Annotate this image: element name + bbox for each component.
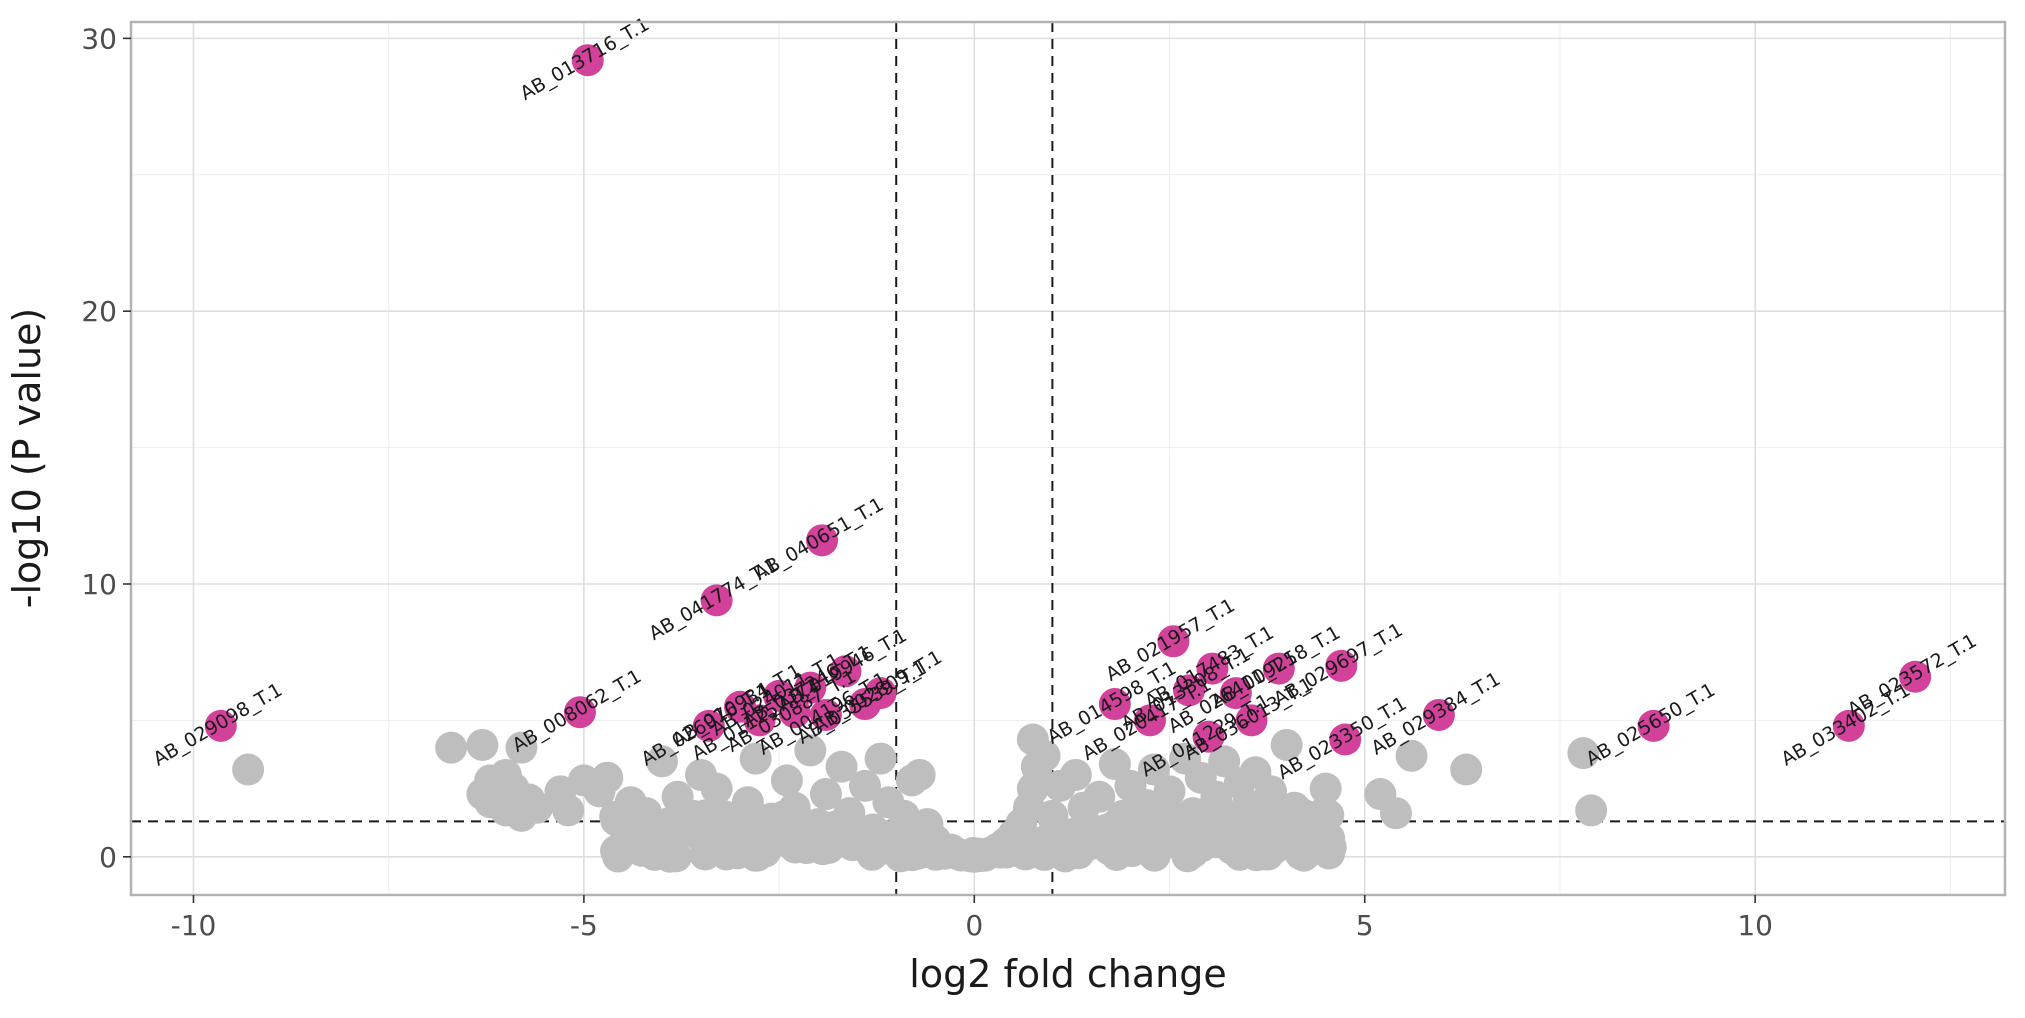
point-not-significant: [794, 734, 827, 767]
point-significant: [692, 709, 725, 742]
x-axis: -10 -5 0 5 10: [171, 895, 1773, 942]
x-tick-label: -10: [171, 909, 217, 942]
point-significant: [1329, 723, 1362, 756]
point-significant: [1098, 688, 1131, 721]
point-not-significant: [700, 772, 733, 805]
x-tick-label: -5: [570, 909, 598, 942]
gene-label: AB_013716_T.1: [516, 13, 653, 105]
x-tick-label: 0: [965, 909, 983, 942]
point-not-significant: [630, 797, 663, 830]
point-not-significant: [864, 742, 897, 775]
point-significant: [806, 524, 839, 557]
point-not-significant: [645, 745, 678, 778]
point-significant: [1899, 660, 1932, 693]
point-not-significant: [1028, 739, 1061, 772]
gene-label: AB_023572_T.1: [1844, 630, 1981, 722]
point-not-significant: [809, 778, 842, 811]
point-not-significant: [724, 818, 757, 851]
point-significant: [794, 671, 827, 704]
point-not-significant: [1450, 753, 1483, 786]
y-tick-label: 10: [81, 568, 117, 601]
x-tick-label: 5: [1356, 909, 1374, 942]
y-tick-label: 30: [81, 22, 117, 55]
point-not-significant: [903, 758, 936, 791]
point-significant: [778, 696, 811, 729]
point-not-significant: [505, 799, 538, 832]
point-not-significant: [1083, 780, 1116, 813]
point-significant: [1173, 674, 1206, 707]
point-significant: [1157, 625, 1190, 658]
significant-points: [204, 44, 1932, 756]
point-significant: [1196, 652, 1229, 685]
point-significant: [1422, 698, 1455, 731]
point-not-significant: [1270, 728, 1303, 761]
point-significant: [1262, 652, 1295, 685]
gene-label: AB_029098_T.1: [149, 679, 286, 771]
point-not-significant: [731, 786, 764, 819]
y-axis-title: -log10 (P value): [5, 308, 49, 609]
point-not-significant: [825, 750, 858, 783]
point-not-significant: [435, 731, 468, 764]
point-not-significant: [1153, 775, 1186, 808]
point-significant: [563, 696, 596, 729]
point-significant: [1637, 709, 1670, 742]
point-not-significant: [591, 761, 624, 794]
point-not-significant: [677, 799, 710, 832]
point-not-significant: [1312, 831, 1345, 864]
point-significant: [1325, 649, 1358, 682]
point-not-significant: [505, 731, 538, 764]
point-significant: [204, 709, 237, 742]
point-not-significant: [552, 794, 585, 827]
point-not-significant: [1262, 821, 1295, 854]
point-significant: [700, 584, 733, 617]
point-not-significant: [629, 830, 662, 863]
y-axis: 0 10 20 30: [81, 22, 131, 874]
point-not-significant: [1575, 794, 1608, 827]
x-axis-title: log2 fold change: [909, 952, 1226, 996]
point-not-significant: [1255, 775, 1288, 808]
point-not-significant: [1567, 737, 1600, 770]
point-not-significant: [653, 813, 686, 846]
point-not-significant: [739, 742, 772, 775]
non-significant-points: [232, 723, 1608, 873]
point-significant: [829, 655, 862, 688]
point-significant: [743, 704, 776, 737]
point-not-significant: [778, 791, 811, 824]
point-not-significant: [1379, 797, 1412, 830]
point-not-significant: [466, 728, 499, 761]
point-not-significant: [1122, 821, 1155, 854]
gene-label: AB_008062_T.1: [509, 665, 646, 757]
point-significant: [1219, 677, 1252, 710]
y-tick-label: 0: [99, 841, 117, 874]
point-not-significant: [848, 769, 881, 802]
point-not-significant: [600, 835, 633, 868]
point-significant: [1832, 709, 1865, 742]
y-tick-label: 20: [81, 295, 117, 328]
point-significant: [1235, 704, 1268, 737]
point-significant: [1133, 704, 1166, 737]
point-not-significant: [770, 764, 803, 797]
x-tick-label: 10: [1737, 909, 1773, 942]
point-significant: [864, 677, 897, 710]
gene-labels: AB_013716_T.1AB_040651_T.1AB_041774_T.1A…: [149, 13, 1980, 784]
point-significant: [1192, 720, 1225, 753]
point-not-significant: [1395, 739, 1428, 772]
point-not-significant: [1309, 772, 1342, 805]
point-not-significant: [1294, 805, 1327, 838]
gene-label: AB_025650_T.1: [1582, 679, 1719, 771]
point-significant: [571, 44, 604, 77]
gene-label: AB_041774_T.1: [645, 553, 782, 645]
point-not-significant: [1059, 758, 1092, 791]
panel-border: [129, 20, 2007, 897]
point-not-significant: [232, 753, 265, 786]
point-significant: [809, 698, 842, 731]
